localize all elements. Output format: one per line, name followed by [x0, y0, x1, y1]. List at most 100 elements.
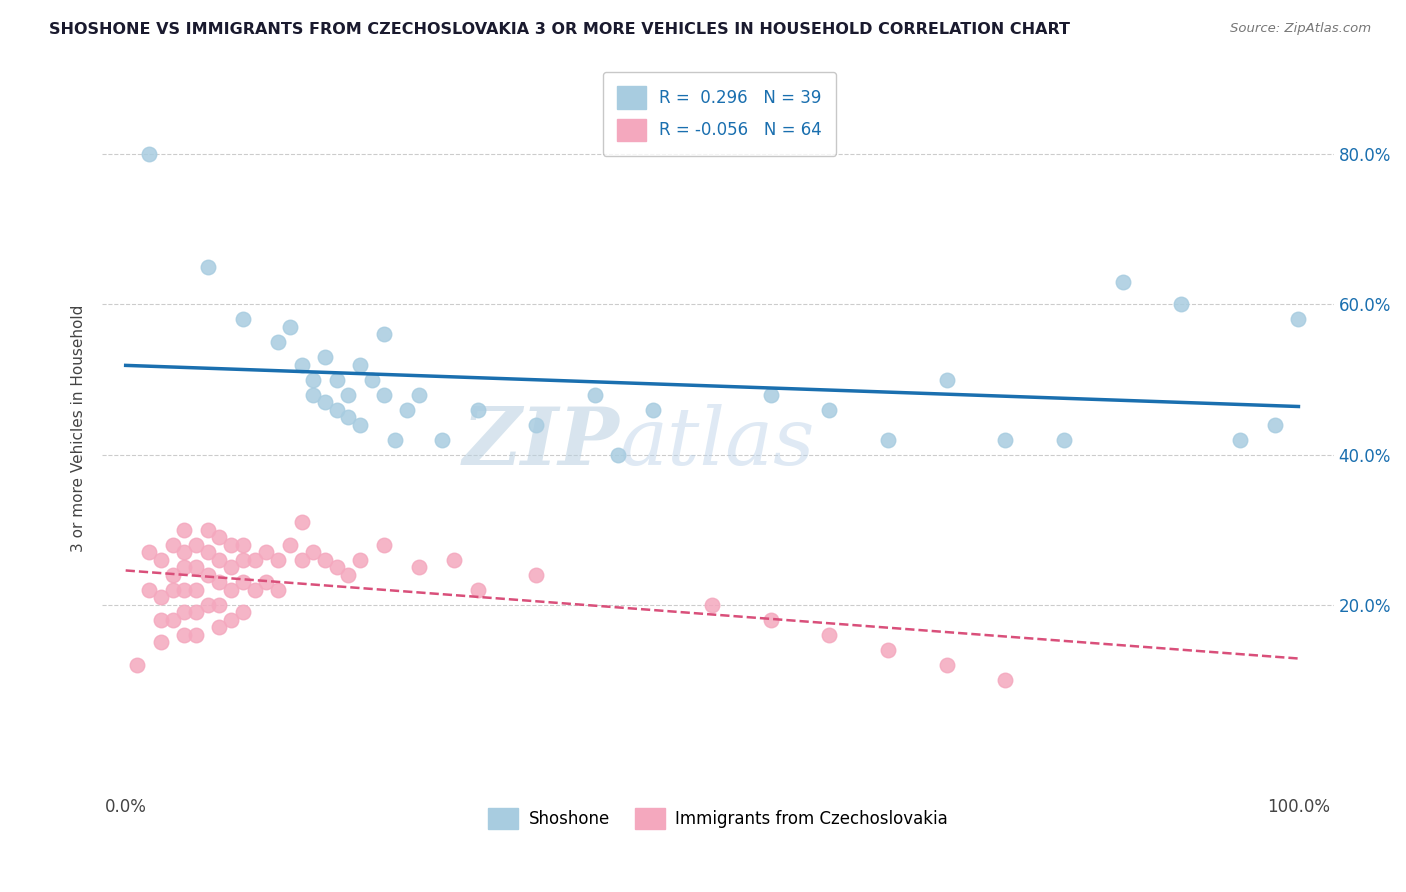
Point: [138, 545, 160, 559]
Point: [1229, 433, 1251, 447]
Point: [184, 628, 207, 642]
Point: [197, 260, 219, 274]
Point: [759, 387, 782, 401]
Point: [173, 560, 195, 574]
Point: [467, 402, 489, 417]
Point: [127, 657, 149, 672]
Point: [149, 613, 172, 627]
Point: [349, 358, 371, 372]
Point: [138, 147, 160, 161]
Point: [208, 530, 231, 544]
Point: [243, 582, 266, 597]
Point: [197, 598, 219, 612]
Point: [290, 358, 312, 372]
Point: [373, 538, 395, 552]
Point: [337, 410, 360, 425]
Point: [302, 372, 325, 386]
Point: [232, 312, 254, 326]
Point: [267, 553, 290, 567]
Point: [219, 560, 242, 574]
Point: [208, 553, 231, 567]
Point: [232, 553, 254, 567]
Point: [197, 545, 219, 559]
Point: [149, 635, 172, 649]
Point: [232, 538, 254, 552]
Point: [935, 657, 957, 672]
Point: [173, 606, 195, 620]
Point: [759, 613, 782, 627]
Point: [373, 387, 395, 401]
Point: [337, 567, 360, 582]
Point: [314, 395, 336, 409]
Point: [877, 643, 900, 657]
Text: atlas: atlas: [620, 404, 815, 482]
Point: [1170, 297, 1192, 311]
Point: [432, 433, 454, 447]
Point: [278, 538, 301, 552]
Legend: Shoshone, Immigrants from Czechoslovakia: Shoshone, Immigrants from Czechoslovakia: [482, 802, 955, 835]
Point: [219, 613, 242, 627]
Point: [208, 598, 231, 612]
Point: [326, 372, 349, 386]
Text: SHOSHONE VS IMMIGRANTS FROM CZECHOSLOVAKIA 3 OR MORE VEHICLES IN HOUSEHOLD CORRE: SHOSHONE VS IMMIGRANTS FROM CZECHOSLOVAK…: [49, 22, 1070, 37]
Point: [818, 628, 841, 642]
Point: [408, 560, 430, 574]
Point: [184, 582, 207, 597]
Point: [290, 515, 312, 529]
Point: [173, 523, 195, 537]
Point: [254, 575, 277, 590]
Text: Source: ZipAtlas.com: Source: ZipAtlas.com: [1230, 22, 1371, 36]
Point: [384, 433, 406, 447]
Point: [337, 387, 360, 401]
Point: [208, 575, 231, 590]
Point: [361, 372, 384, 386]
Point: [994, 673, 1017, 687]
Point: [700, 598, 723, 612]
Point: [349, 417, 371, 432]
Point: [197, 567, 219, 582]
Point: [326, 402, 349, 417]
Point: [1053, 433, 1076, 447]
Point: [232, 575, 254, 590]
Point: [184, 560, 207, 574]
Point: [302, 545, 325, 559]
Point: [314, 350, 336, 364]
Point: [607, 448, 630, 462]
Point: [173, 545, 195, 559]
Point: [524, 567, 547, 582]
Point: [302, 387, 325, 401]
Point: [184, 538, 207, 552]
Point: [162, 538, 184, 552]
Point: [173, 628, 195, 642]
Point: [267, 334, 290, 349]
Point: [443, 553, 465, 567]
Point: [219, 538, 242, 552]
Point: [162, 613, 184, 627]
Point: [314, 553, 336, 567]
Point: [162, 582, 184, 597]
Point: [243, 553, 266, 567]
Text: ZIP: ZIP: [463, 404, 620, 482]
Point: [149, 591, 172, 605]
Point: [219, 582, 242, 597]
Point: [396, 402, 419, 417]
Point: [232, 606, 254, 620]
Point: [524, 417, 547, 432]
Point: [994, 433, 1017, 447]
Point: [197, 523, 219, 537]
Point: [1111, 275, 1133, 289]
Point: [583, 387, 606, 401]
Point: [818, 402, 841, 417]
Point: [267, 582, 290, 597]
Point: [877, 433, 900, 447]
Point: [373, 327, 395, 342]
Y-axis label: 3 or more Vehicles in Household: 3 or more Vehicles in Household: [72, 305, 86, 552]
Point: [162, 567, 184, 582]
Point: [1288, 312, 1310, 326]
Point: [408, 387, 430, 401]
Point: [173, 582, 195, 597]
Point: [1264, 417, 1286, 432]
Point: [326, 560, 349, 574]
Point: [138, 582, 160, 597]
Point: [643, 402, 665, 417]
